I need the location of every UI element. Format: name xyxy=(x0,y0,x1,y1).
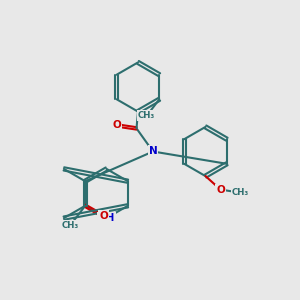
Text: NH: NH xyxy=(98,213,115,223)
Text: O: O xyxy=(112,120,121,130)
Text: O: O xyxy=(216,184,225,195)
Text: CH₃: CH₃ xyxy=(138,111,155,120)
Text: CH₃: CH₃ xyxy=(61,221,79,230)
Text: O: O xyxy=(99,211,108,221)
Text: CH₃: CH₃ xyxy=(231,188,249,197)
Text: N: N xyxy=(148,146,158,157)
